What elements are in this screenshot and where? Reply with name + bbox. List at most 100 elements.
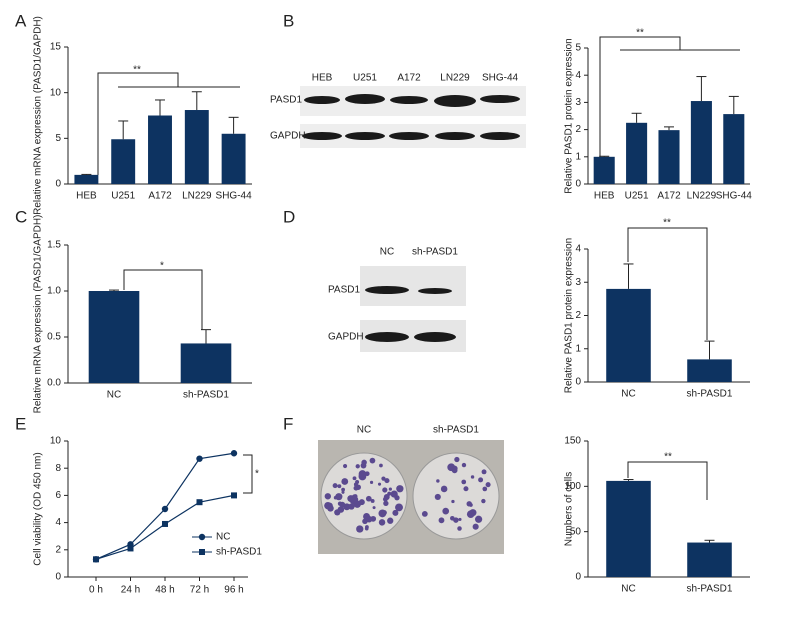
x-tick-label: sh-PASD1: [183, 390, 229, 401]
bar: [626, 122, 648, 184]
colony: [378, 519, 386, 526]
y-axis-label: Cell viability (OD 450 nm): [33, 452, 44, 565]
legend-label: sh-PASD1: [216, 547, 262, 558]
bar: [606, 480, 651, 577]
colony: [434, 493, 441, 500]
y-tick-label: 2: [575, 124, 581, 135]
colony: [363, 513, 371, 520]
colony: [451, 465, 458, 472]
colony: [381, 510, 387, 516]
row-label: PASD1: [270, 95, 302, 106]
colony: [381, 476, 386, 481]
y-tick-label: 4: [55, 517, 61, 528]
bar: [88, 291, 140, 383]
x-tick-label: sh-PASD1: [687, 389, 733, 400]
blot-background: [360, 266, 466, 306]
x-tick-label: 0 h: [89, 585, 103, 596]
bar: [687, 359, 732, 382]
colony: [472, 523, 479, 530]
y-axis-label: Relative mRNA expression (PASD1/GAPDH): [33, 16, 44, 215]
blot-bands: [302, 94, 520, 140]
colony: [387, 517, 394, 524]
x-tick-label: LN229: [182, 191, 212, 202]
x-tick-label: 72 h: [190, 585, 209, 596]
colony: [353, 485, 359, 491]
y-tick-label: 15: [50, 42, 62, 53]
colony: [438, 517, 445, 524]
bar: [148, 115, 172, 184]
y-tick-label: 10: [50, 87, 62, 98]
point: [230, 450, 238, 457]
point: [162, 520, 168, 527]
point: [196, 499, 203, 506]
y-tick-label: 0.0: [47, 378, 61, 389]
colony-dots: [324, 456, 491, 533]
y-axis-label: Relative mRNA expression (PASD1/GAPDH): [33, 215, 44, 414]
colony: [352, 476, 357, 481]
colony: [342, 463, 348, 469]
annotation: *: [255, 469, 259, 480]
point: [127, 545, 134, 552]
bar: [180, 343, 232, 383]
bar: [690, 101, 712, 184]
y-tick-label: 1: [575, 343, 581, 354]
colony: [481, 469, 487, 475]
x-tick-label: HEB: [76, 191, 97, 202]
colony: [337, 506, 345, 513]
y-tick-label: 0: [55, 179, 61, 190]
y-tick-label: 0: [575, 179, 581, 190]
colony-dish: [320, 452, 408, 540]
y-tick-label: 3: [575, 277, 581, 288]
bracket: [123, 269, 203, 330]
colony: [440, 485, 448, 493]
colony: [364, 526, 369, 531]
x-tick-label: A172: [148, 191, 172, 202]
lane-label: LN229: [440, 73, 470, 84]
row-label: GAPDH: [270, 131, 306, 142]
y-tick-label: 2: [575, 310, 581, 321]
colony: [396, 485, 404, 493]
bar: [593, 156, 615, 184]
y-tick-label: 2: [55, 544, 61, 555]
bar: [184, 110, 209, 184]
colony: [384, 478, 390, 484]
bracket: [97, 72, 240, 175]
colony: [458, 517, 462, 521]
colony: [485, 482, 491, 488]
colony: [358, 470, 367, 478]
y-tick-label: 0.5: [47, 332, 61, 343]
colony: [337, 484, 342, 489]
colony: [372, 506, 376, 510]
colony: [341, 487, 345, 492]
row-label: PASD1: [328, 285, 360, 296]
colony: [450, 515, 455, 521]
bar: [687, 542, 732, 577]
colony: [382, 487, 388, 493]
lane-label: sh-PASD1: [412, 247, 458, 258]
colony: [442, 507, 450, 515]
x-tick-label: SHG-44: [716, 191, 753, 202]
colony: [481, 498, 486, 504]
y-tick-label: 150: [564, 436, 581, 447]
annotation: *: [160, 261, 164, 272]
colony: [365, 495, 372, 502]
x-tick-label: NC: [621, 389, 635, 400]
colony: [457, 526, 462, 531]
colony: [454, 456, 460, 463]
y-tick-label: 3: [575, 97, 581, 108]
y-tick-label: 8: [55, 463, 61, 474]
x-tick-label: A172: [657, 191, 681, 202]
bar: [606, 288, 651, 382]
bar: [111, 139, 136, 184]
y-tick-label: 0: [575, 377, 581, 388]
colony: [469, 503, 473, 507]
y-tick-label: 1: [575, 151, 581, 162]
bracket: [627, 227, 708, 340]
colony: [370, 498, 375, 503]
y-axis-label: Numbers of cells: [564, 472, 575, 546]
y-tick-label: 5: [55, 133, 61, 144]
annotation: **: [663, 218, 671, 229]
colony-label: sh-PASD1: [433, 425, 479, 436]
y-tick-label: 100: [564, 481, 581, 492]
panel-letter: A: [15, 11, 27, 30]
